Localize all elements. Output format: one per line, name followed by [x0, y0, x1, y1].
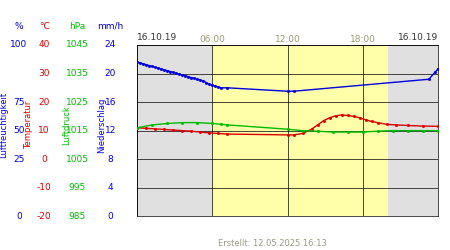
- Text: 75: 75: [13, 98, 25, 106]
- Text: -10: -10: [37, 183, 51, 192]
- Text: Temperatur: Temperatur: [24, 101, 33, 149]
- Text: Niederschlag: Niederschlag: [97, 97, 106, 153]
- Text: mm/h: mm/h: [97, 22, 123, 31]
- Text: 0: 0: [108, 212, 113, 221]
- Text: 100: 100: [10, 40, 27, 50]
- Text: 24: 24: [104, 40, 116, 50]
- Text: 16.10.19: 16.10.19: [137, 34, 177, 42]
- Text: 4: 4: [108, 183, 113, 192]
- Text: 12: 12: [104, 126, 116, 135]
- Text: 1005: 1005: [66, 155, 89, 164]
- Text: 20: 20: [104, 69, 116, 78]
- Text: -20: -20: [37, 212, 51, 221]
- Text: Luftdruck: Luftdruck: [62, 105, 71, 145]
- Text: 25: 25: [13, 155, 25, 164]
- Text: 1035: 1035: [66, 69, 89, 78]
- Text: °C: °C: [39, 22, 50, 31]
- Text: %: %: [14, 22, 23, 31]
- Text: 1015: 1015: [66, 126, 89, 135]
- Text: 1045: 1045: [66, 40, 89, 50]
- Text: 8: 8: [108, 155, 113, 164]
- Text: 10: 10: [38, 126, 50, 135]
- Text: 16.10.19: 16.10.19: [398, 34, 438, 42]
- Bar: [212, 45, 387, 216]
- Text: 30: 30: [38, 69, 50, 78]
- Text: Luftfeuchtigkeit: Luftfeuchtigkeit: [0, 92, 8, 158]
- Text: 50: 50: [13, 126, 25, 135]
- Text: 0: 0: [41, 155, 47, 164]
- Text: 0: 0: [16, 212, 22, 221]
- Text: 20: 20: [38, 98, 50, 106]
- Text: 985: 985: [69, 212, 86, 221]
- Text: 40: 40: [38, 40, 50, 50]
- Text: 1025: 1025: [66, 98, 89, 106]
- Text: 16: 16: [104, 98, 116, 106]
- Text: 995: 995: [69, 183, 86, 192]
- Text: Erstellt: 12.05.2025 16:13: Erstellt: 12.05.2025 16:13: [218, 238, 327, 248]
- Text: hPa: hPa: [69, 22, 86, 31]
